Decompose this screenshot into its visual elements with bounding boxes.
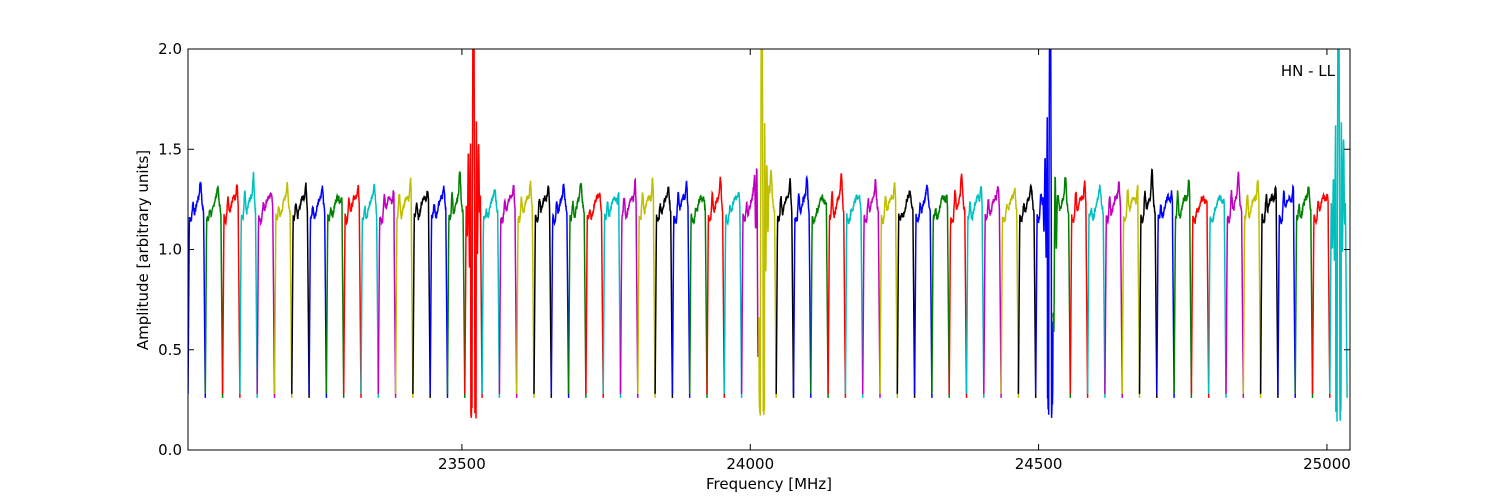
y-tick-label: 1.5: [158, 140, 182, 158]
series-line: [861, 178, 881, 398]
series-line: [775, 178, 795, 398]
series-line: [654, 186, 674, 398]
series-line: [1017, 183, 1037, 398]
series-layer: [188, 49, 1348, 422]
series-line: [1052, 176, 1072, 398]
series-line: [515, 180, 535, 398]
series-line: [1173, 179, 1193, 398]
x-tick-label: 24000: [726, 455, 774, 473]
x-tick-label: 24500: [1015, 455, 1063, 473]
series-line: [1225, 171, 1245, 398]
series-line: [1259, 184, 1279, 398]
series-line: [1000, 187, 1020, 398]
series-line: [533, 185, 553, 398]
y-tick-label: 1.0: [158, 241, 182, 259]
series-line: [1034, 49, 1054, 418]
series-line: [844, 194, 864, 398]
series-line: [429, 185, 449, 398]
x-tick-label: 25000: [1303, 455, 1351, 473]
series-line: [204, 185, 224, 398]
series-line: [931, 194, 950, 398]
series-line: [325, 192, 345, 398]
y-tick-label: 0.0: [158, 441, 182, 459]
series-line: [308, 185, 328, 398]
series-line: [1138, 168, 1158, 398]
annotation-label: HN - LL: [1281, 62, 1336, 80]
series-line: [602, 192, 622, 398]
series-line: [256, 191, 276, 398]
series-line: [1190, 195, 1210, 398]
series-line: [706, 176, 726, 398]
series-line: [1069, 180, 1089, 398]
series-line: [1329, 49, 1348, 422]
series-line: [394, 177, 414, 398]
series-line: [810, 194, 829, 398]
series-line: [740, 168, 760, 394]
series-line: [879, 182, 899, 398]
ticks-layer: 23500 24000 24500 25000 0.0 0.5 1.0 1.5 2.0: [158, 40, 1351, 473]
series-line: [550, 183, 570, 398]
y-tick-label: 0.5: [158, 341, 182, 359]
series-line: [1156, 190, 1175, 398]
series-line: [498, 184, 518, 398]
series-line: [1277, 183, 1296, 398]
series-line: [1207, 194, 1227, 398]
series-line: [637, 177, 656, 398]
series-line: [1311, 191, 1331, 398]
series-line: [481, 188, 501, 398]
series-line: [619, 177, 639, 398]
series-line: [273, 181, 293, 398]
series-line: [1086, 184, 1106, 398]
series-line: [377, 190, 397, 398]
series-line: [758, 49, 777, 416]
series-line: [913, 184, 933, 398]
series-line: [965, 186, 985, 398]
series-line: [239, 171, 258, 398]
series-line: [896, 190, 916, 398]
series-line: [1242, 179, 1262, 398]
y-axis-label: Amplitude [arbitrary units]: [134, 150, 152, 350]
series-line: [1294, 186, 1314, 398]
series-line: [464, 49, 483, 419]
series-line: [585, 192, 604, 398]
x-axis-label: Frequency [MHz]: [706, 475, 832, 493]
x-tick-label: 23500: [438, 455, 486, 473]
series-line: [792, 174, 812, 398]
series-line: [983, 185, 1002, 398]
series-line: [342, 184, 362, 398]
series-line: [221, 184, 241, 398]
series-line: [827, 173, 847, 398]
series-line: [446, 171, 466, 398]
series-line: [291, 182, 310, 398]
series-line: [1104, 181, 1123, 398]
series-line: [948, 173, 968, 398]
y-tick-label: 2.0: [158, 40, 182, 58]
series-line: [188, 181, 207, 398]
series-line: [412, 190, 431, 398]
series-line: [567, 182, 587, 398]
series-line: [360, 183, 380, 398]
series-line: [1121, 184, 1141, 398]
series-line: [723, 191, 743, 398]
series-line: [671, 180, 691, 398]
series-line: [688, 194, 708, 398]
